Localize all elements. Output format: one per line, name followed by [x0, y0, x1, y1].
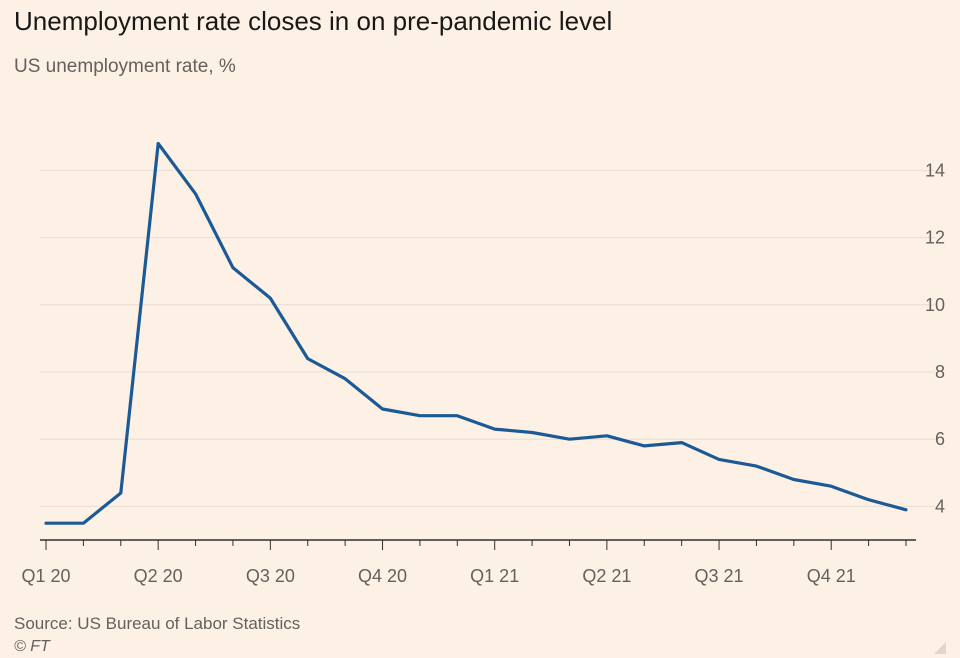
ft-credit: © FT [14, 638, 50, 655]
y-tick-label: 4 [935, 496, 945, 516]
x-axis: Q1 20 Q2 20 Q3 20 Q4 20 Q1 21 Q2 21 Q3 21 Q4 21 [21, 539, 916, 586]
chart-title: Unemployment rate closes in on pre-pande… [14, 6, 613, 36]
x-tick-label: Q1 21 [470, 566, 519, 586]
y-tick-label: 12 [925, 228, 945, 248]
x-tick-label: Q4 20 [358, 566, 407, 586]
y-tick-label: 8 [935, 362, 945, 382]
unemployment-line-chart: Q1 20 Q2 20 Q3 20 Q4 20 Q1 21 Q2 21 Q3 21 Q4 21… [21, 141, 945, 586]
x-tick-label: Q3 21 [695, 566, 744, 586]
series-line-unemployment [44, 141, 908, 525]
y-axis: 4 6 8 10 12 14 [925, 160, 945, 516]
source-note: Source: US Bureau of Labor Statistics [14, 614, 301, 633]
series-layer [44, 141, 908, 525]
chart-subtitle: US unemployment rate, % [14, 56, 236, 77]
y-tick-label: 14 [925, 160, 945, 180]
gridlines [40, 169, 935, 507]
x-tick-label: Q2 20 [134, 566, 183, 586]
y-tick-label: 10 [925, 295, 945, 315]
x-tick-label: Q3 20 [246, 566, 295, 586]
x-tick-label: Q1 20 [21, 566, 70, 586]
x-tick-label: Q4 21 [807, 566, 856, 586]
y-tick-label: 6 [935, 429, 945, 449]
x-tick-label: Q2 21 [582, 566, 631, 586]
resize-corner-icon [934, 642, 946, 654]
